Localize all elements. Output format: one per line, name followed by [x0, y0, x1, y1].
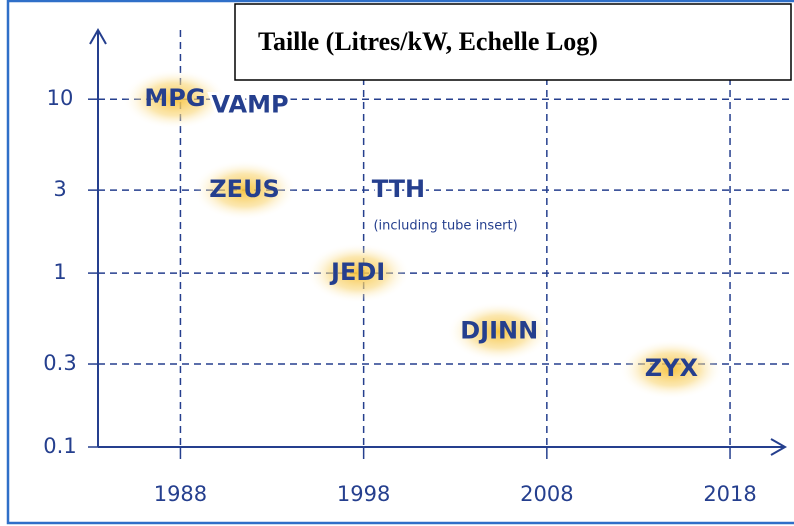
- glow: [619, 339, 724, 400]
- chart-title: Taille (Litres/kW, Echelle Log): [258, 27, 598, 56]
- y-axis-arrow: [89, 27, 107, 45]
- x-tick-label: 1988: [154, 482, 207, 506]
- y-tick-label: 3: [53, 177, 66, 201]
- y-tick-label: 10: [47, 86, 74, 110]
- glow: [122, 69, 227, 130]
- y-tick-label: 0.3: [43, 351, 76, 375]
- point-label: DJINN: [460, 317, 538, 345]
- glow: [306, 243, 411, 304]
- plot: 10 3 1 0.3 0.1 1988 1998 2008 2018 MPG VAMP ZEUS TTH…: [43, 27, 794, 506]
- y-tick-label: 1: [53, 260, 66, 284]
- point-sublabel: (including tube insert): [373, 219, 517, 234]
- x-tick-label: 2018: [703, 482, 756, 506]
- x-tick-label: 2008: [520, 482, 573, 506]
- point-label: MPG: [144, 84, 205, 112]
- glow: [192, 160, 297, 221]
- point-label: JEDI: [329, 258, 385, 286]
- point-label: ZYX: [645, 354, 699, 382]
- point-label: ZEUS: [209, 175, 280, 203]
- frame: [6, 0, 794, 525]
- x-axis-arrow: [770, 438, 788, 456]
- point-label: VAMP: [212, 90, 289, 118]
- y-tick-label: 0.1: [43, 434, 76, 458]
- glow: [447, 301, 552, 362]
- point-label: TTH: [372, 175, 425, 203]
- x-tick-label: 1998: [337, 482, 390, 506]
- title-box: [234, 3, 792, 81]
